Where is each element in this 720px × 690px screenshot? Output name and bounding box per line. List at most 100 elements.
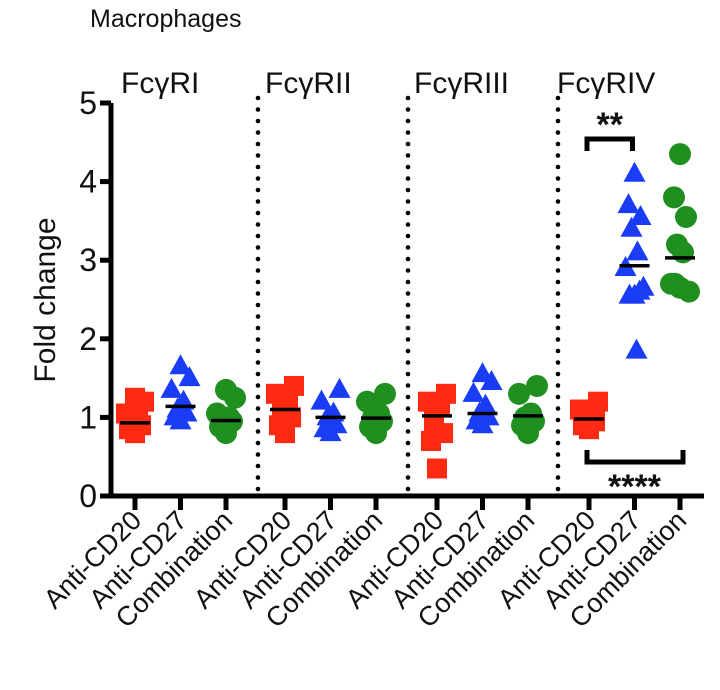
divider-dot [405, 302, 411, 308]
divider-dot [555, 417, 561, 423]
divider-dot [555, 371, 561, 377]
divider-dot [405, 383, 411, 388]
point-combination [526, 374, 548, 397]
point-anti-cd27 [620, 216, 643, 237]
divider-dot [405, 95, 411, 101]
y-tick-label: 2 [79, 321, 97, 357]
point-anti-cd27 [178, 366, 201, 387]
divider-dot [255, 302, 261, 308]
group-title: FcγRIII [414, 67, 509, 100]
divider-dot [405, 256, 411, 262]
divider-dot [255, 429, 261, 434]
divider-dot [555, 475, 561, 480]
y-tick-label: 4 [79, 164, 97, 200]
divider-dot [405, 314, 411, 319]
divider-dot [555, 164, 561, 170]
divider-dot [405, 337, 411, 342]
divider-dot [255, 164, 261, 170]
point-anti-cd27 [623, 161, 646, 182]
divider-dot [405, 153, 411, 158]
divider-dot [555, 486, 561, 492]
divider-dot [405, 233, 411, 239]
point-anti-cd20 [116, 403, 136, 424]
point-anti-cd20 [427, 458, 447, 479]
divider-dot [255, 279, 261, 285]
divider-dot [405, 222, 411, 227]
divider-dot [555, 256, 561, 262]
divider-dot [255, 233, 261, 239]
point-combination [374, 382, 396, 405]
divider-dot [255, 406, 261, 411]
divider-dot [555, 360, 561, 365]
y-axis-label: Fold change [29, 217, 62, 382]
y-tick-label: 0 [79, 478, 97, 514]
point-anti-cd20 [570, 399, 590, 420]
divider-dot [255, 394, 261, 400]
divider-dot [555, 118, 561, 124]
divider-dot [405, 486, 411, 492]
divider-dot [255, 360, 261, 365]
point-anti-cd20 [588, 391, 608, 412]
divider-dot [555, 383, 561, 388]
divider-dot [255, 210, 261, 216]
divider-dot [555, 268, 561, 273]
group-title: FcγRI [121, 67, 199, 100]
divider-dot [555, 233, 561, 239]
y-tick-label: 1 [79, 399, 97, 435]
divider-dot [555, 153, 561, 158]
divider-dot [405, 371, 411, 377]
significance-bracket-top [584, 136, 635, 151]
point-anti-cd27 [625, 338, 648, 359]
divider-dot [555, 302, 561, 308]
divider-dot [405, 325, 411, 331]
point-anti-cd27 [169, 354, 192, 375]
divider-dot [405, 130, 411, 135]
point-anti-cd20 [436, 383, 456, 404]
divider-dot [555, 199, 561, 204]
divider-dot [255, 153, 261, 158]
point-anti-cd27 [626, 240, 649, 261]
divider-dot [255, 452, 261, 457]
point-combination [672, 241, 694, 264]
divider-dot [405, 291, 411, 296]
divider-dot [255, 118, 261, 124]
divider-dot [405, 279, 411, 285]
divider-dot [255, 486, 261, 492]
divider-dot [555, 394, 561, 400]
divider-dot [405, 440, 411, 446]
divider-dot [405, 475, 411, 480]
divider-dot [405, 429, 411, 434]
point-anti-cd27 [328, 377, 351, 398]
divider-dot [405, 268, 411, 273]
point-combination [669, 143, 691, 166]
divider-dot [555, 337, 561, 342]
significance-label-bottom: **** [608, 468, 662, 506]
divider-dot [405, 164, 411, 170]
divider-dot [405, 245, 411, 250]
divider-dot [405, 348, 411, 354]
point-anti-cd20 [266, 383, 286, 404]
point-combination [663, 186, 685, 209]
divider-dot [255, 130, 261, 135]
divider-dot [405, 360, 411, 365]
divider-dot [255, 291, 261, 296]
divider-dot [255, 176, 261, 181]
group-title: FcγRIV [557, 67, 655, 100]
point-combination [356, 390, 378, 413]
divider-dot [255, 256, 261, 262]
divider-dot [255, 187, 261, 193]
divider-dot [555, 176, 561, 181]
divider-dot [555, 245, 561, 250]
divider-dot [255, 141, 261, 147]
axes: 0 1 2 3 4 5 [79, 85, 704, 514]
divider-dot [255, 95, 261, 101]
point-anti-cd27 [462, 381, 485, 402]
point-combination [508, 382, 530, 405]
divider-dot [255, 245, 261, 250]
divider-dot [555, 452, 561, 457]
divider-dot [405, 463, 411, 469]
group-dividers [255, 95, 561, 492]
y-tick-label: 5 [79, 85, 97, 121]
point-anti-cd27 [474, 393, 497, 414]
x-tick-labels: Anti-CD20Anti-CD27CombinationAnti-CD20An… [38, 505, 692, 633]
